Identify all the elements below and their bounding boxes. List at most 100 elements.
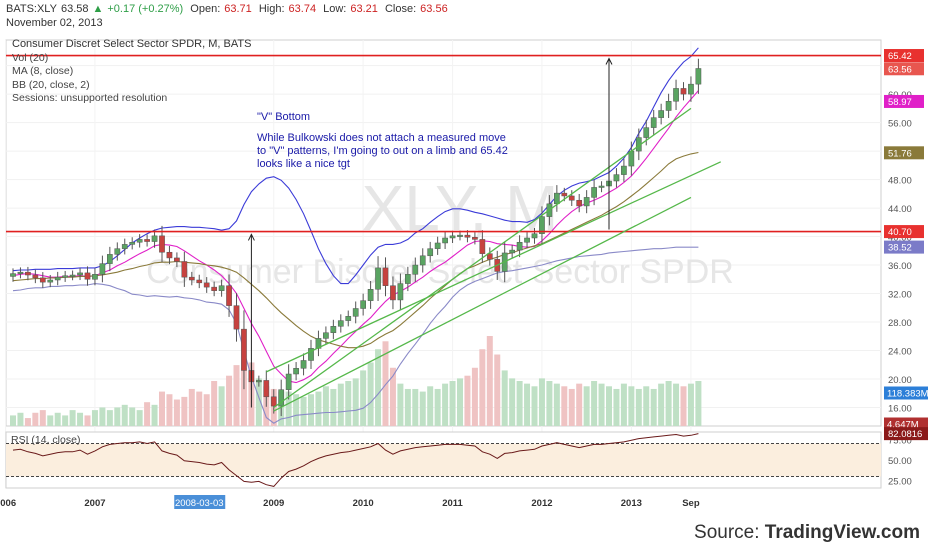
volume-bar xyxy=(449,381,456,426)
y-tick-label: 36.00 xyxy=(888,261,912,272)
study-vol[interactable]: Vol (20) xyxy=(12,52,48,64)
candle-body xyxy=(166,251,173,259)
rsi-band xyxy=(6,443,881,477)
high-value: 63.74 xyxy=(288,3,317,15)
open-label: Open: xyxy=(190,3,221,15)
candle-body xyxy=(69,274,76,277)
close-value: 63.56 xyxy=(420,3,448,15)
annotation-title: "V" Bottom xyxy=(257,111,310,123)
candle-body xyxy=(270,396,277,407)
volume-bar xyxy=(181,396,188,426)
symbol-header: BATS:XLY 63.58 ▲ +0.17 (+0.27%) Open: 63.71 … xyxy=(6,2,452,30)
volume-bar xyxy=(665,381,672,426)
candle-body xyxy=(159,235,165,253)
change-up-icon: ▲ xyxy=(92,3,104,15)
volume-badge xyxy=(884,386,928,400)
x-tick-label: 2006 xyxy=(0,498,16,509)
volume-bar xyxy=(159,391,165,426)
arrow-head-icon xyxy=(247,233,255,241)
last-price: 63.58 xyxy=(60,3,89,15)
volume-bar xyxy=(658,383,665,426)
volume-bar xyxy=(397,383,404,426)
source-brand[interactable]: TradingView.com xyxy=(764,522,920,543)
study-ma[interactable]: MA (8, close) xyxy=(12,65,73,77)
candle-body xyxy=(181,261,188,278)
volume-bar xyxy=(144,402,151,426)
volume-bar xyxy=(516,381,523,426)
candle-body xyxy=(144,239,150,242)
candle-body xyxy=(375,267,381,290)
rsi-tick-label: 75.00 xyxy=(888,435,912,446)
volume-bar xyxy=(606,386,612,426)
candle-body xyxy=(628,150,635,167)
candle-body xyxy=(531,233,538,239)
candle-body xyxy=(188,276,195,281)
candle-body xyxy=(84,272,91,280)
volume-bar xyxy=(509,378,516,426)
volume-bar xyxy=(524,383,531,426)
volume-bar xyxy=(91,410,98,426)
candle-body xyxy=(650,117,657,128)
low-label: Low: xyxy=(323,3,347,15)
volume-bar xyxy=(69,410,76,426)
candle-body xyxy=(77,272,83,276)
symbol-label[interactable]: BATS:XLY xyxy=(6,3,57,15)
volume-bar xyxy=(17,412,24,426)
candle-body xyxy=(539,216,545,234)
axes: 16.0020.0024.0028.0032.0036.0040.0044.00… xyxy=(0,49,929,509)
price-badge xyxy=(884,62,924,76)
volume-bar xyxy=(233,365,240,426)
x-tick-label: 2012 xyxy=(531,498,552,509)
volume-bar xyxy=(494,354,501,426)
volume-bar xyxy=(330,388,337,426)
y-tick-label: 28.00 xyxy=(888,318,912,329)
candle-body xyxy=(121,244,128,249)
watermark-name: Consumer Discret Select Sector SPDR xyxy=(146,253,734,291)
rsi-pane xyxy=(5,431,882,489)
legend: Consumer Discret Select Sector SPDR, M, … xyxy=(11,38,508,446)
candle-body xyxy=(10,273,16,277)
volume-bar xyxy=(39,410,46,426)
rsi-label[interactable]: RSI (14, close) xyxy=(11,434,80,446)
volume-bar xyxy=(136,410,143,426)
x-cursor-badge xyxy=(174,495,226,509)
volume-bar xyxy=(419,391,426,426)
candle-body xyxy=(658,110,664,118)
volume-bar xyxy=(457,378,463,426)
volume-bar xyxy=(531,386,538,426)
volume-bar xyxy=(211,381,218,426)
candle-body xyxy=(47,279,54,283)
y-tick-label: 16.00 xyxy=(888,403,912,414)
candle-body xyxy=(263,380,270,398)
volume-bar xyxy=(352,378,359,426)
candle-body xyxy=(226,285,232,306)
volume-bar xyxy=(464,375,471,426)
candle-body xyxy=(151,235,158,242)
volume-bar xyxy=(240,367,247,426)
candle-body xyxy=(367,289,374,301)
volume-bar xyxy=(173,399,180,426)
price-badge-label: 38.52 xyxy=(888,243,912,254)
candle-body xyxy=(434,242,441,249)
y-tick-label: 48.00 xyxy=(888,176,912,187)
volume-bar xyxy=(561,386,568,426)
volume-bar xyxy=(687,383,694,426)
price-badge xyxy=(884,146,924,160)
volume-bar xyxy=(293,394,300,426)
candle-body xyxy=(486,253,493,260)
candle-body xyxy=(576,199,583,207)
volume-bar xyxy=(613,388,620,426)
study-bb[interactable]: BB (20, close, 2) xyxy=(12,79,90,91)
volume-bar xyxy=(427,386,434,426)
channel-line xyxy=(273,196,692,412)
x-tick-label: 2013 xyxy=(621,498,642,509)
study-sessions[interactable]: Sessions: unsupported resolution xyxy=(12,92,167,104)
price-badge-label: 58.97 xyxy=(888,97,912,108)
candle-body xyxy=(621,165,627,175)
volume-bar xyxy=(680,386,687,426)
price-badge-label: 63.56 xyxy=(888,64,912,75)
volume-bar xyxy=(471,367,478,426)
volume-bar xyxy=(367,362,374,426)
candle-body xyxy=(278,389,285,407)
